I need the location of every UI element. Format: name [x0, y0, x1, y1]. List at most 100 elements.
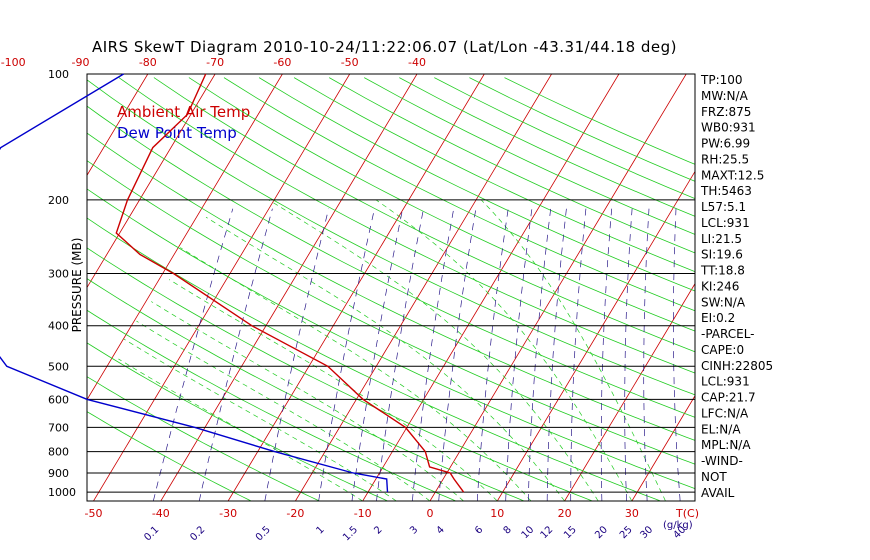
- mixing-ratio-label: 10: [520, 524, 537, 541]
- dry-adiabat-line: [258, 77, 695, 292]
- temp-tick-bottom: 30: [625, 507, 639, 520]
- mixing-ratio-line: [264, 208, 329, 501]
- index-entry: EI:0.2: [701, 311, 735, 325]
- index-entry: -WIND-: [701, 454, 743, 468]
- index-entry: NOT: [701, 470, 727, 484]
- air-temp-profile: [115, 73, 465, 493]
- mixing-ratio-label: 0.1: [142, 524, 161, 543]
- temp-tick-bottom: -30: [219, 507, 237, 520]
- dry-adiabat-line: [87, 105, 695, 418]
- temp-tick-top: -60: [273, 56, 291, 69]
- index-entry: LFC:N/A: [701, 406, 749, 420]
- grid-layer: [0, 73, 870, 502]
- temp-tick-bottom: 10: [490, 507, 504, 520]
- index-entry: KI:246: [701, 279, 739, 293]
- temp-tick-top: -80: [139, 56, 157, 69]
- temp-tick-bottom: 20: [558, 507, 572, 520]
- isotherm-line: [767, 74, 870, 501]
- dry-adiabat-line: [118, 77, 695, 374]
- pressure-tick-label: 300: [48, 268, 69, 281]
- dry-adiabat-line: [434, 77, 695, 200]
- dry-adiabat-line: [87, 79, 695, 396]
- mixing-ratio-label: 12: [539, 524, 556, 541]
- dry-adiabat-line: [329, 77, 695, 254]
- mixing-ratio-label: 15: [562, 524, 579, 541]
- isotherm-line: [496, 170, 695, 501]
- pressure-tick-label: 700: [48, 421, 69, 434]
- index-entry: L57:5.1: [701, 200, 746, 214]
- dry-adiabat-line: [188, 77, 695, 332]
- moist-adiabat-line: [136, 320, 431, 501]
- dry-adiabat-line: [87, 376, 320, 501]
- isotherm-line: [564, 282, 695, 501]
- mixing-ratio-line: [476, 208, 509, 501]
- mixing-ratio-label: 0.2: [188, 524, 207, 543]
- isotherm-line: [0, 74, 81, 501]
- dry-adiabat-line: [399, 77, 695, 217]
- isotherm-line: [834, 74, 870, 501]
- mixing-ratio-label: 20: [593, 524, 610, 541]
- mixing-ratio-line: [152, 208, 234, 501]
- temp-tick-top: -40: [408, 56, 426, 69]
- mixing-ratio-line: [546, 208, 567, 501]
- mixing-ratio-label: 4: [435, 524, 447, 536]
- pressure-tick-label: 1000: [48, 486, 76, 499]
- index-entry: PW:6.99: [701, 137, 750, 151]
- index-entry: CINH:22805: [701, 359, 773, 373]
- moist-adiabat-line: [268, 199, 599, 501]
- temp-tick-bottom: -40: [152, 507, 170, 520]
- index-entry: SW:N/A: [701, 295, 746, 309]
- dry-adiabat-line: [153, 77, 695, 353]
- dry-adiabat-line: [87, 132, 695, 441]
- mixing-ratio-line: [411, 208, 455, 501]
- moist-adiabat-line: [375, 199, 633, 501]
- dry-adiabat-line: [87, 309, 456, 501]
- mixing-ratio-line: [624, 208, 633, 501]
- temp-tick-top: -70: [206, 56, 224, 69]
- pressure-tick-label: 500: [48, 360, 69, 373]
- mixing-ratio-label: 6: [473, 524, 485, 536]
- temp-tick-bottom: -10: [354, 507, 372, 520]
- index-entry: MPL:N/A: [701, 438, 751, 452]
- isotherm-line: [87, 74, 149, 177]
- index-entry: LI:21.5: [701, 232, 742, 246]
- mixing-ratio-line: [376, 208, 424, 501]
- pressure-tick-label: 400: [48, 320, 69, 333]
- index-entry: -PARCEL-: [701, 327, 755, 341]
- mixing-ratio-label: 1.5: [341, 524, 360, 543]
- pressure-tick-label: 200: [48, 194, 69, 207]
- mixing-unit-label: (g/kg): [663, 520, 693, 531]
- mixing-ratio-line: [570, 208, 587, 501]
- dry-adiabat-line: [87, 278, 525, 501]
- index-entry: WB0:931: [701, 121, 756, 135]
- index-entry: AVAIL: [701, 486, 735, 500]
- mixing-ratio-line: [505, 208, 533, 501]
- index-entry: LCL:931: [701, 375, 750, 389]
- mixing-ratio-line: [438, 208, 477, 501]
- dry-adiabat-line: [87, 247, 593, 501]
- temp-tick-top: -90: [72, 56, 90, 69]
- index-entry: FRZ:875: [701, 105, 751, 119]
- pressure-tick-label: 900: [48, 467, 69, 480]
- isotherm-line: [227, 74, 485, 501]
- index-entry: MAXT:12.5: [701, 168, 764, 182]
- mixing-ratio-line: [527, 208, 552, 501]
- temp-tick-bottom: 0: [427, 507, 434, 520]
- plot-frame: [86, 73, 696, 502]
- isotherm-line: [87, 74, 283, 401]
- profiles-layer: [0, 73, 465, 493]
- temp-unit-label: T(C): [675, 507, 699, 520]
- legend-dew-point: Dew Point Temp: [117, 124, 237, 142]
- index-entry: EL:N/A: [701, 422, 741, 436]
- mixing-ratio-label: 25: [618, 524, 635, 541]
- moist-adiabat-line: [123, 338, 397, 501]
- moist-adiabat-line: [480, 199, 666, 501]
- index-entry: RH:25.5: [701, 152, 749, 166]
- dew-point-profile: [0, 73, 389, 493]
- mixing-ratio-line: [198, 208, 273, 501]
- moist-adiabat-line: [205, 216, 565, 501]
- chart-title: AIRS SkewT Diagram 2010-10-24/11:22:06.0…: [92, 38, 677, 56]
- mixing-ratio-line: [673, 208, 681, 501]
- temp-tick-top: -100: [1, 56, 26, 69]
- moist-adiabat-line: [180, 247, 532, 501]
